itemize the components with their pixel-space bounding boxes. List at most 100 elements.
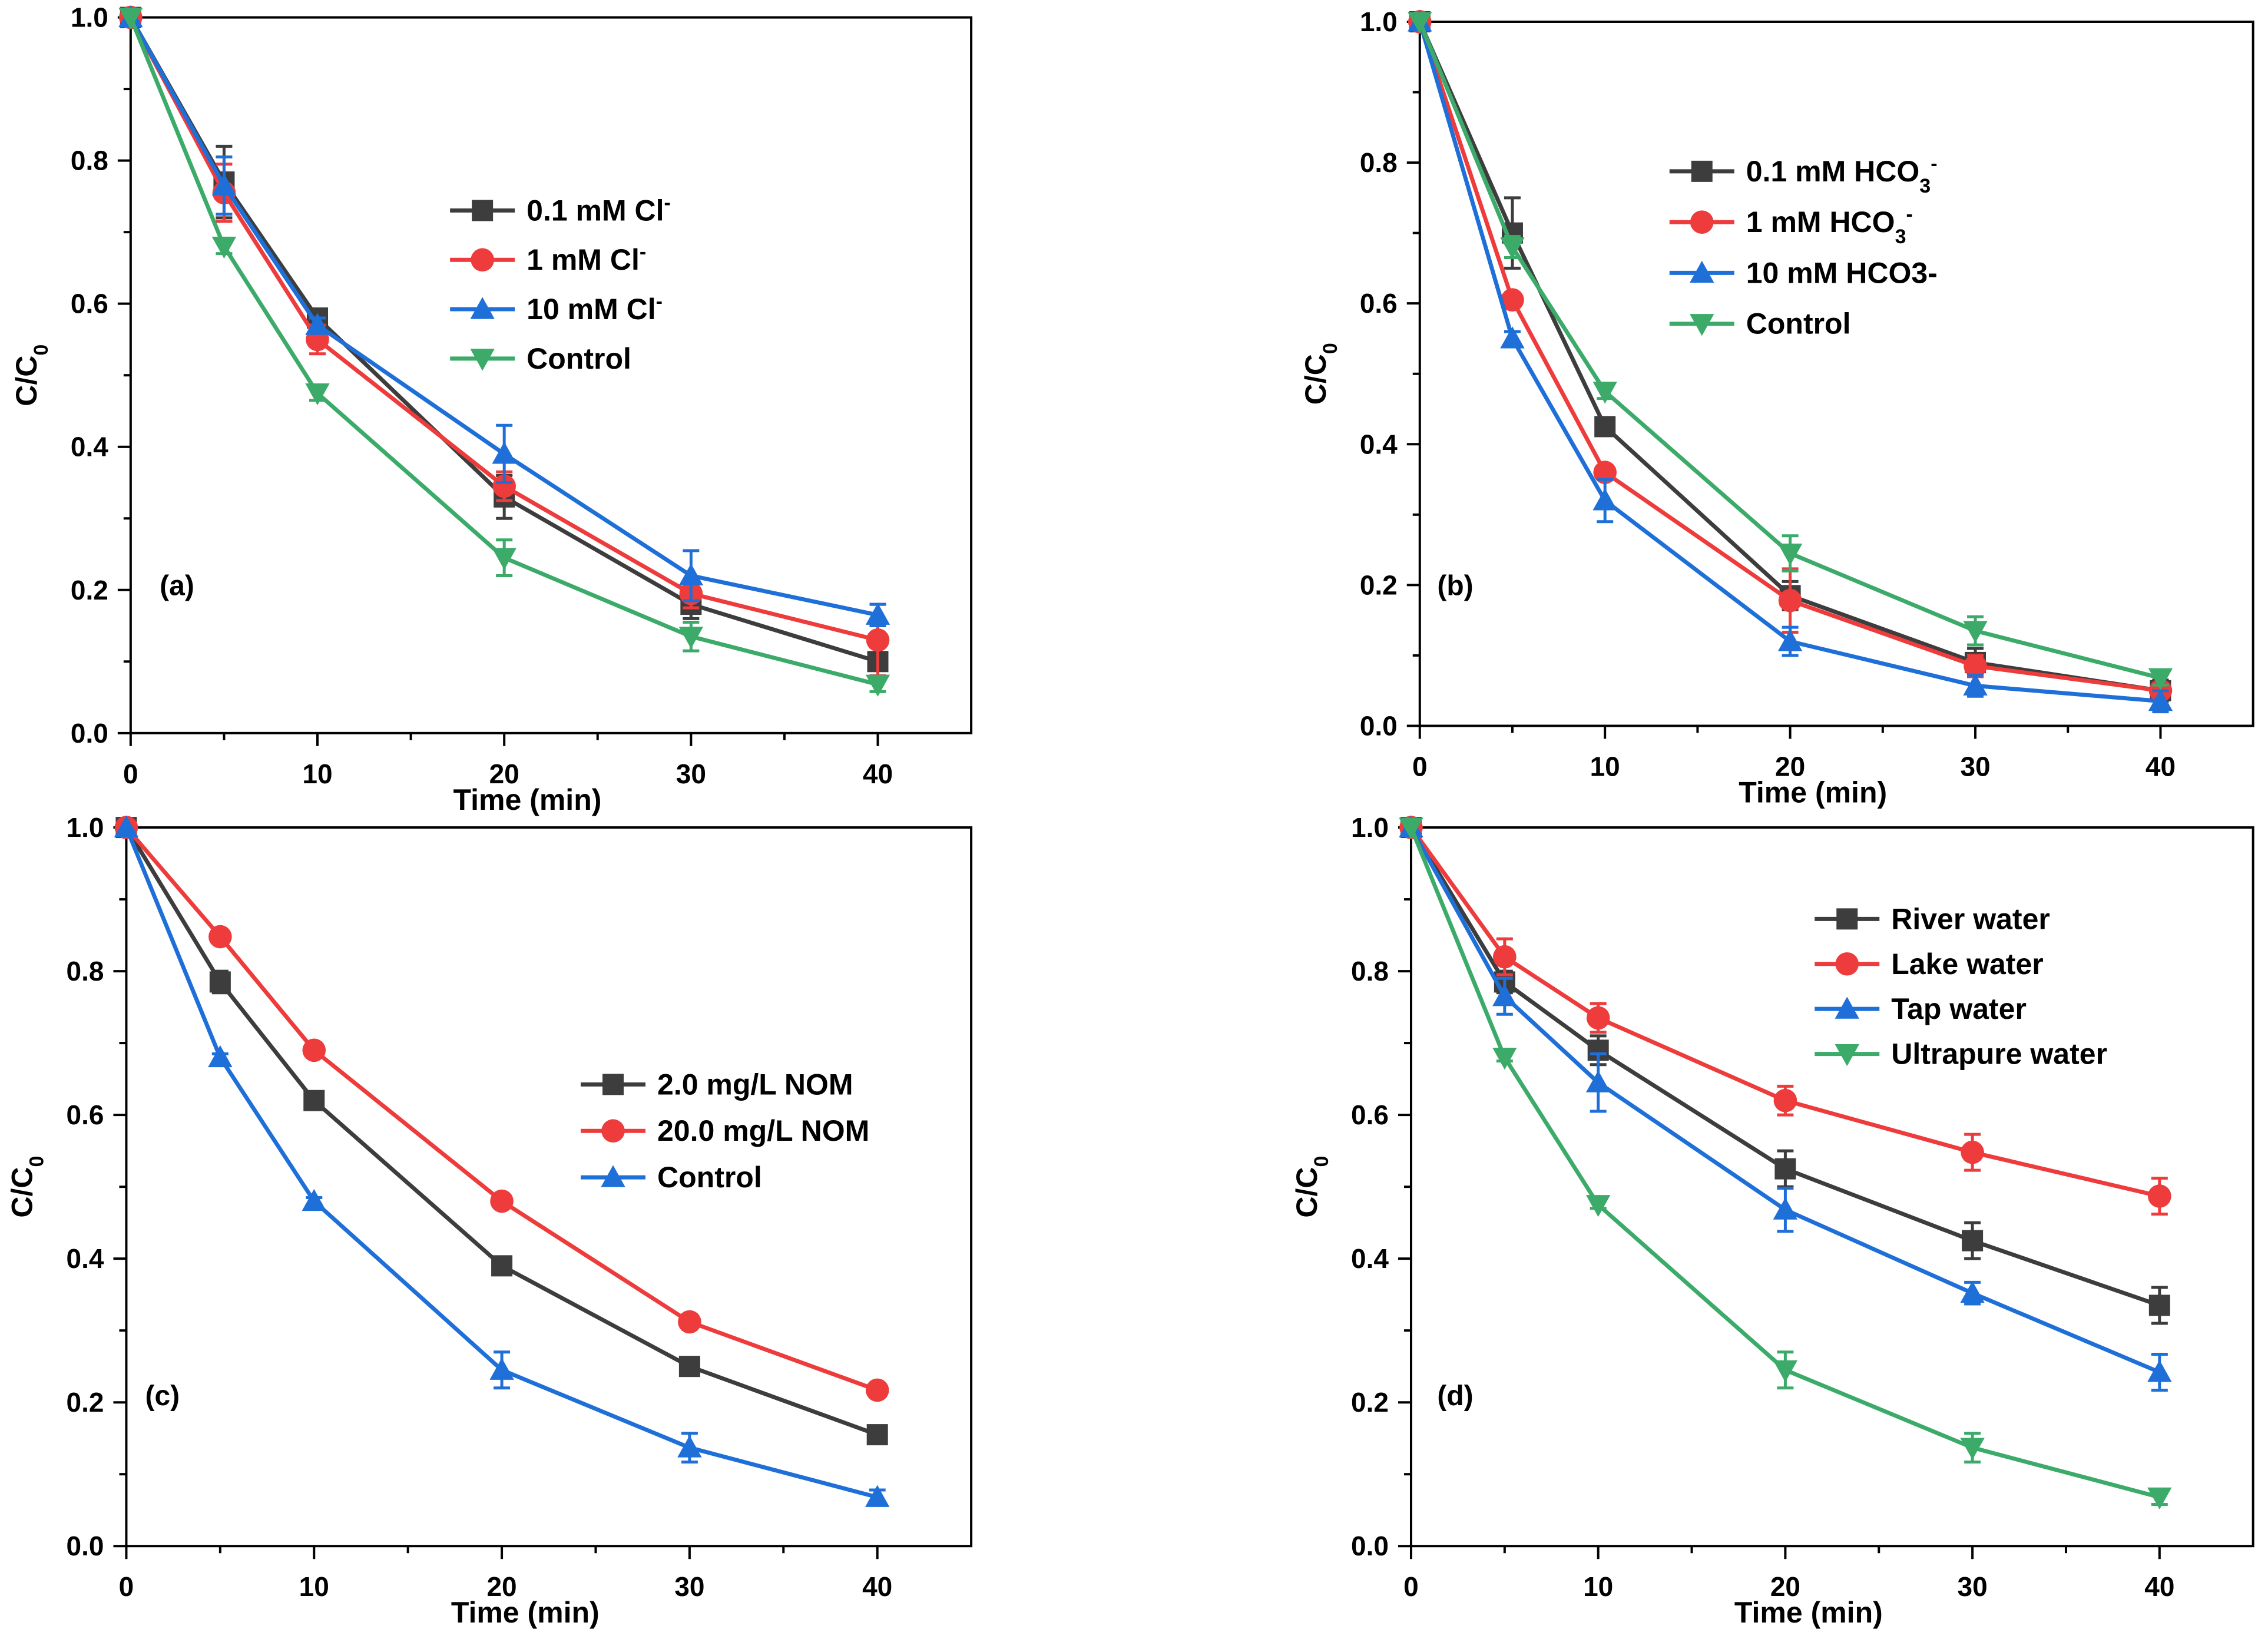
y-tick-label: 0.2 xyxy=(71,575,108,605)
x-tick-label: 0 xyxy=(1412,751,1428,782)
data-point xyxy=(2147,1487,2172,1509)
x-tick-label: 30 xyxy=(1960,751,1990,782)
data-point xyxy=(1493,945,1517,969)
legend-label: 0.1 mM HCO3- xyxy=(1746,153,1938,197)
series-4 xyxy=(1399,817,2172,1509)
y-tick-label: 0.0 xyxy=(1360,711,1398,741)
x-tick-label: 0 xyxy=(123,759,138,789)
data-point xyxy=(865,674,890,697)
data-point xyxy=(865,1378,889,1402)
legend-marker xyxy=(1835,996,1859,1019)
series-line xyxy=(124,826,878,1392)
series-3 xyxy=(1408,9,2173,714)
x-tick-label: 20 xyxy=(489,759,519,789)
data-point xyxy=(302,1188,326,1211)
legend-label: Lake water xyxy=(1891,948,2043,981)
series-2 xyxy=(1399,816,2171,1216)
series-line xyxy=(1409,826,2160,1307)
series-line xyxy=(1409,826,2160,1198)
chart-panel-3: 0 10 20 30 40 0.0 0.2 0.4 0.6 0.8 1.0 Time (min) C/C… xyxy=(5,812,973,1629)
data-point xyxy=(1585,1070,1611,1092)
legend-label: 0.1 mM Cl- xyxy=(527,191,671,227)
data-point xyxy=(1962,1230,1984,1251)
y-tick-label: 0.8 xyxy=(71,145,108,176)
data-point xyxy=(1594,416,1616,438)
data-point xyxy=(1586,1006,1610,1030)
y-tick-label: 0.6 xyxy=(71,289,108,319)
data-point xyxy=(2148,1294,2170,1316)
x-tick-label: 10 xyxy=(302,759,332,789)
data-point xyxy=(1399,817,1423,840)
series-line xyxy=(1409,826,2161,1375)
legend-marker xyxy=(472,200,494,221)
data-point xyxy=(866,628,890,652)
x-tick-label: 20 xyxy=(486,1571,516,1602)
series-4 xyxy=(118,8,890,697)
data-point xyxy=(305,313,330,335)
y-tick-label: 1.0 xyxy=(1360,6,1398,37)
data-point xyxy=(1963,621,1988,643)
y-tick-label: 0.2 xyxy=(67,1387,104,1418)
data-point xyxy=(1777,629,1803,651)
x-tick-label: 20 xyxy=(1770,1571,1800,1602)
legend-label: 10 mM Cl- xyxy=(527,290,663,326)
data-point xyxy=(208,925,232,949)
data-point xyxy=(211,173,237,196)
legend-label: Ultrapure water xyxy=(1891,1038,2107,1071)
data-point xyxy=(211,236,237,259)
data-point xyxy=(1773,1360,1798,1382)
series-line xyxy=(1418,21,2161,693)
x-tick-label: 40 xyxy=(2144,1571,2174,1602)
legend-marker xyxy=(601,1165,625,1187)
y-tick-label: 0.6 xyxy=(1360,288,1398,319)
series-line xyxy=(124,826,878,1499)
series-line xyxy=(1418,21,2161,680)
y-tick-label: 0.0 xyxy=(1351,1531,1389,1561)
data-point xyxy=(1492,984,1517,1006)
x-tick-label: 10 xyxy=(1583,1571,1613,1602)
y-tick-label: 0.0 xyxy=(71,718,108,749)
plot-frame xyxy=(129,16,973,734)
data-point xyxy=(1492,1047,1517,1070)
data-point xyxy=(1585,1195,1611,1217)
y-tick-label: 0.4 xyxy=(1360,429,1398,459)
legend-marker xyxy=(602,1074,624,1095)
data-point xyxy=(1501,288,1524,312)
data-point xyxy=(678,563,704,586)
legend-label: Control xyxy=(657,1161,762,1194)
y-tick-label: 0.6 xyxy=(67,1100,104,1130)
series-line xyxy=(124,826,878,1437)
data-point xyxy=(1773,1088,1797,1112)
y-axis-label: C/C0 xyxy=(1299,343,1342,405)
x-tick-label: 0 xyxy=(1403,1571,1419,1602)
legend-label: Tap water xyxy=(1891,992,2027,1025)
data-point xyxy=(492,442,516,464)
x-tick-label: 0 xyxy=(119,1571,134,1602)
data-point xyxy=(1592,382,1617,404)
y-axis-label: C/C0 xyxy=(5,1156,48,1218)
legend-marker xyxy=(1835,952,1859,976)
data-point xyxy=(865,1485,890,1507)
legend-label: 10 mM HCO3- xyxy=(1746,256,1938,289)
data-point xyxy=(303,1090,325,1111)
y-tick-label: 0.8 xyxy=(67,956,104,986)
x-tick-label: 10 xyxy=(299,1571,329,1602)
legend-label: River water xyxy=(1891,902,2050,935)
panel-label: (a) xyxy=(160,571,194,602)
data-point xyxy=(678,627,704,649)
data-point xyxy=(2147,1360,2172,1382)
series-line xyxy=(1418,21,2161,704)
chart-panel-1: 0 10 20 30 40 0.0 0.2 0.4 0.6 0.8 1.0 Time (min) C/C… xyxy=(10,2,973,816)
data-point xyxy=(1960,1281,1985,1303)
data-point xyxy=(2148,1184,2171,1208)
legend-marker xyxy=(470,297,495,319)
series-line xyxy=(1418,21,2161,693)
data-point xyxy=(1500,326,1525,349)
data-point xyxy=(492,474,516,498)
data-point xyxy=(1964,654,1987,678)
plot-frame xyxy=(1418,20,2254,727)
x-tick-label: 20 xyxy=(1775,751,1805,782)
y-tick-label: 1.0 xyxy=(71,2,108,33)
y-tick-label: 0.8 xyxy=(1360,147,1398,178)
